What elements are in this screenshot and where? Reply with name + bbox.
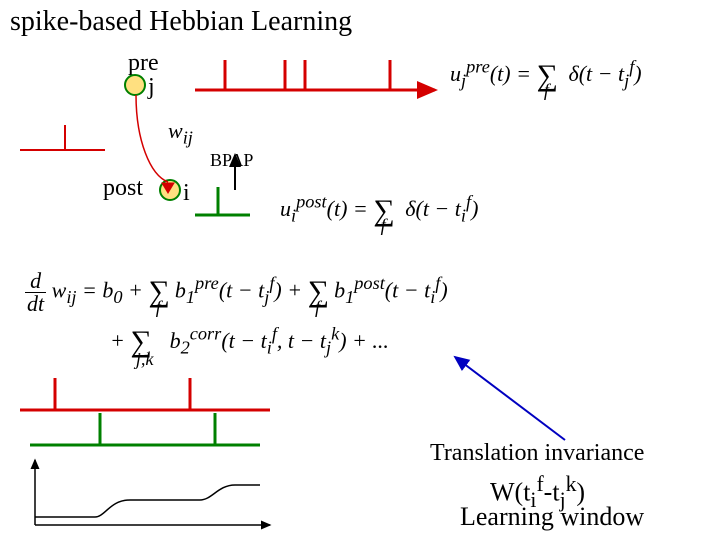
diagram-canvas <box>0 0 720 540</box>
